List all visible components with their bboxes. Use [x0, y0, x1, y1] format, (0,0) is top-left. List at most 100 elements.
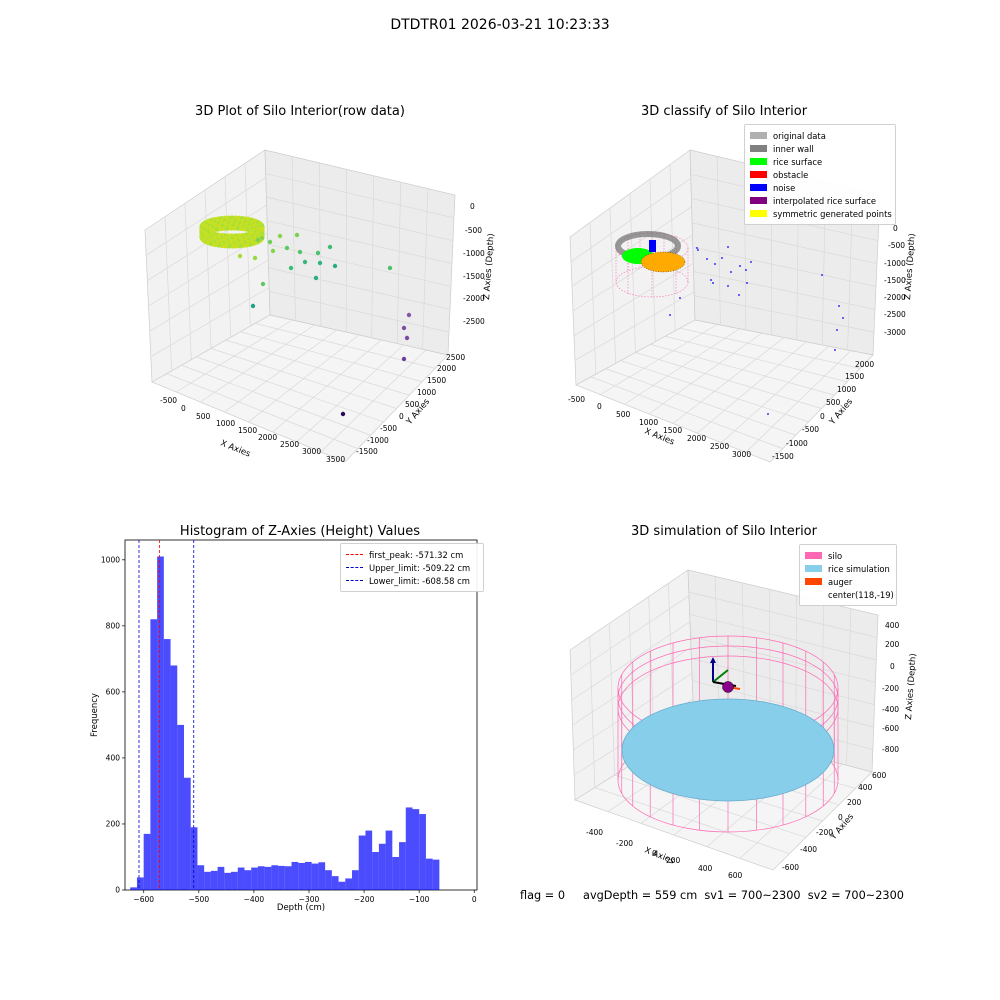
- histogram-bar: [304, 861, 312, 890]
- panel2-x-tick: 2500: [710, 442, 729, 451]
- noise-point: [727, 246, 729, 248]
- histogram-bar: [318, 862, 326, 890]
- noise-point: [721, 257, 723, 259]
- panel4-z-tick: -400: [882, 705, 899, 714]
- histogram-bar: [224, 872, 232, 890]
- panel1-z-tick: -500: [465, 226, 482, 235]
- histogram-bar: [157, 556, 164, 890]
- noise-point: [712, 282, 714, 284]
- panel1-x-tick: 500: [196, 412, 211, 421]
- noise-point: [738, 294, 740, 296]
- panel1-points: [199, 215, 412, 417]
- legend-item: interpolated rice surface: [750, 194, 890, 207]
- legend-label: noise: [773, 182, 796, 193]
- legend-label: Lower_limit: -608.58 cm: [369, 575, 470, 586]
- histogram-bar: [244, 870, 252, 890]
- panel1-y-tick: 2000: [437, 364, 456, 373]
- histogram-bar: [251, 867, 258, 890]
- panel1-x-tick: 3500: [326, 455, 345, 464]
- panel2-z-tick: -2500: [884, 310, 906, 319]
- histogram-bar: [150, 619, 158, 890]
- panel4-x-tick: -200: [616, 839, 633, 848]
- y-tick-label: 800: [106, 621, 121, 630]
- histogram-x-label: Depth (cm): [277, 903, 325, 913]
- data-point: [288, 265, 294, 271]
- panel1-z-tick: -2000: [463, 294, 485, 303]
- panel1-z-tick: -1500: [463, 272, 485, 281]
- panel1-x-tick: 0: [181, 404, 186, 413]
- y-tick-label: 200: [106, 819, 121, 828]
- sv2-value: sv2 = 700~2300: [807, 889, 904, 902]
- legend-swatch: [750, 210, 767, 217]
- histogram-bars: [130, 556, 440, 890]
- histogram-bar: [345, 878, 353, 890]
- legend-label: symmetric generated points: [773, 208, 892, 219]
- panel2-x-tick: 3000: [732, 450, 751, 459]
- histogram-bar: [278, 865, 285, 890]
- x-tick-label: −300: [299, 895, 320, 904]
- noise-point: [834, 349, 836, 351]
- noise-point: [669, 314, 671, 316]
- x-tick-label: −200: [354, 895, 375, 904]
- panel2-rice-surface: [622, 240, 686, 273]
- legend-label: Upper_limit: -509.22 cm: [369, 562, 471, 573]
- histogram-bar: [311, 863, 319, 890]
- y-tick-label: 1000: [101, 555, 120, 564]
- histogram-bar: [399, 842, 406, 890]
- panel2-x-tick: 1500: [663, 426, 682, 435]
- histogram-legend: first_peak: -571.32 cm Upper_limit: -509…: [340, 543, 484, 592]
- legend-label: auger: [828, 576, 853, 587]
- histogram-bar: [237, 867, 245, 890]
- panel1-x-tick: 1000: [216, 419, 235, 428]
- panel4-rice-simulation: [621, 698, 835, 802]
- panel4-title: 3D simulation of Silo Interior: [631, 524, 817, 539]
- panel4-z-tick: -800: [882, 745, 899, 754]
- data-point: [401, 356, 407, 362]
- histogram-bar: [425, 858, 433, 890]
- noise-point: [706, 258, 708, 260]
- panel2-y-tick: 500: [826, 398, 841, 407]
- panel2-z-label: Z Axies (Depth): [903, 233, 918, 300]
- legend-swatch: [750, 145, 767, 152]
- panel4-z-tick: -600: [882, 724, 899, 733]
- data-point: [340, 411, 346, 417]
- panel1-z-tick: -2500: [463, 317, 485, 326]
- data-point: [302, 259, 308, 265]
- legend-label: inner wall: [773, 143, 814, 154]
- panel1-y-tick: -1000: [367, 436, 389, 445]
- data-point: [332, 263, 338, 269]
- panel2-title: 3D classify of Silo Interior: [640, 104, 808, 119]
- data-point: [406, 312, 412, 318]
- histogram-bar: [271, 865, 279, 890]
- data-point: [313, 275, 319, 281]
- histogram-bar: [385, 830, 393, 890]
- legend-item: center(118,-19): [805, 588, 894, 601]
- panel1-x-label: X Axies: [219, 439, 252, 460]
- panel4-x-tick: 0: [652, 849, 657, 858]
- panel1-x-tick: 2000: [258, 433, 277, 442]
- data-point: [267, 239, 273, 245]
- legend-swatch: [750, 184, 767, 191]
- data-point: [297, 249, 303, 255]
- noise-point: [697, 249, 699, 251]
- data-point: [252, 255, 258, 261]
- legend-label: rice surface: [773, 156, 823, 167]
- legend-item: rice simulation: [805, 562, 891, 575]
- histogram-y-ticks: 0 200 400 600 800 1000: [101, 555, 125, 895]
- panel1-y-tick: 2500: [446, 353, 465, 362]
- legend-swatch: [750, 132, 767, 139]
- panel2-legend: original data inner wall rice surface ob…: [744, 124, 896, 225]
- data-point: [387, 265, 393, 271]
- panel2-x-tick: 500: [616, 410, 631, 419]
- noise-point: [838, 305, 840, 307]
- x-tick-label: 0: [472, 895, 477, 904]
- panel4-x-tick: 200: [666, 856, 681, 865]
- panel4-x-label: X Axies: [643, 846, 676, 867]
- panel1-y-tick: 1500: [427, 376, 446, 385]
- panel4-y-tick: 400: [858, 783, 873, 792]
- legend-swatch: [750, 197, 767, 204]
- panel4-z-label: Z Axies (Depth): [904, 653, 919, 720]
- panel2-x-tick: 0: [597, 402, 602, 411]
- histogram-bar: [419, 814, 426, 890]
- legend-line: [346, 567, 363, 568]
